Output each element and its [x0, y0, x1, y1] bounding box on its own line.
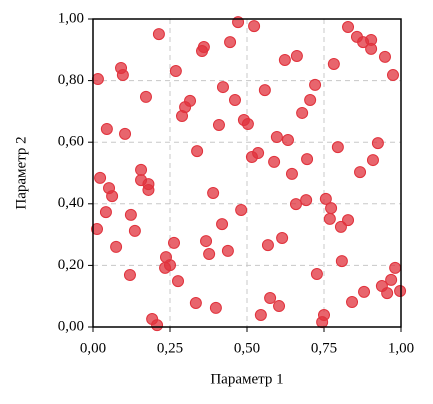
point	[99, 206, 112, 219]
y-tick-label: 1,00	[58, 10, 84, 26]
point	[135, 163, 148, 176]
point	[139, 90, 152, 103]
point	[241, 118, 254, 131]
point	[159, 261, 172, 274]
y-tick-label: 0,80	[58, 72, 84, 88]
point	[358, 285, 371, 298]
point	[371, 137, 384, 150]
x-tick-label: 0,75	[311, 340, 337, 356]
point	[325, 202, 338, 215]
point	[207, 187, 220, 200]
point	[151, 319, 164, 332]
plot-frame	[92, 18, 402, 328]
point	[124, 208, 137, 221]
point	[119, 127, 132, 140]
point	[169, 65, 182, 78]
point	[197, 41, 210, 54]
point	[335, 255, 348, 268]
point	[386, 69, 399, 82]
point	[221, 244, 234, 257]
point	[189, 296, 202, 309]
point	[232, 16, 245, 29]
point	[258, 84, 271, 97]
point	[296, 106, 309, 119]
point	[309, 78, 322, 91]
point	[300, 194, 313, 207]
point	[191, 145, 204, 158]
point	[216, 81, 229, 94]
point	[281, 134, 294, 147]
point	[273, 300, 286, 313]
point	[142, 183, 155, 196]
x-tick-label: 1,00	[388, 340, 414, 356]
point	[270, 130, 283, 143]
point	[91, 223, 104, 236]
point	[172, 275, 185, 288]
point	[248, 20, 261, 33]
y-tick-label: 0,20	[58, 257, 84, 273]
point	[342, 214, 355, 227]
point	[378, 50, 391, 63]
x-axis-label: Параметр 1	[210, 371, 283, 387]
x-tick-label: 0,00	[80, 340, 106, 356]
point	[168, 236, 181, 249]
point	[91, 73, 104, 86]
point	[216, 218, 229, 231]
point	[346, 296, 359, 309]
point	[316, 316, 329, 329]
point	[152, 28, 165, 41]
point	[310, 268, 323, 281]
point	[354, 166, 367, 179]
point	[290, 49, 303, 62]
point	[128, 224, 141, 237]
point	[209, 301, 222, 314]
point	[261, 239, 274, 252]
point	[323, 212, 336, 225]
point	[200, 235, 213, 248]
point	[301, 153, 314, 166]
point	[289, 198, 302, 211]
point	[235, 203, 248, 216]
point	[278, 53, 291, 66]
point	[100, 122, 113, 135]
point	[304, 94, 317, 107]
point	[116, 69, 129, 82]
point	[110, 240, 123, 253]
point	[366, 154, 379, 167]
y-axis-label: Параметр 2	[13, 136, 29, 209]
y-tick-label: 0,60	[58, 134, 84, 150]
x-tick-label: 0,25	[157, 340, 183, 356]
point	[381, 287, 394, 300]
y-tick-label: 0,40	[58, 195, 84, 211]
point	[319, 192, 332, 205]
point	[94, 171, 107, 184]
y-tick-label: 0,00	[58, 318, 84, 334]
point	[327, 57, 340, 70]
point	[123, 268, 136, 281]
point	[342, 21, 355, 34]
point	[228, 94, 241, 107]
point	[285, 167, 298, 180]
point	[331, 141, 344, 154]
point	[106, 190, 119, 203]
point	[184, 94, 197, 107]
point	[224, 36, 237, 49]
point	[264, 292, 277, 305]
point	[394, 284, 407, 297]
point	[389, 261, 402, 274]
point	[212, 118, 225, 131]
point	[365, 42, 378, 55]
point	[252, 146, 265, 159]
point	[268, 155, 281, 168]
point	[385, 273, 398, 286]
point	[203, 248, 216, 261]
point	[254, 308, 267, 321]
x-tick-label: 0,50	[234, 340, 260, 356]
point	[276, 231, 289, 244]
